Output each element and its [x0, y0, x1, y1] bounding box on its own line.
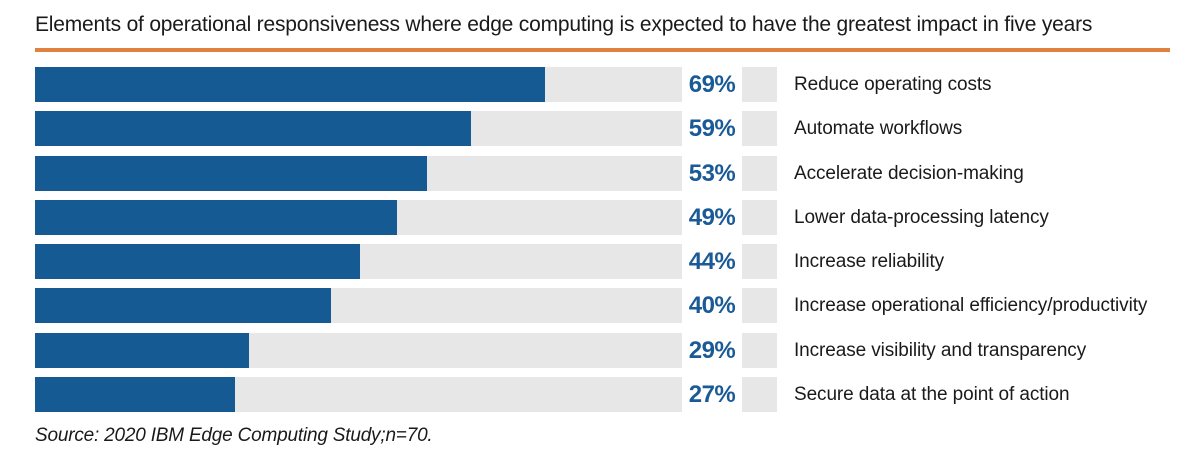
category-label: Increase operational efficiency/producti…: [794, 295, 1148, 317]
bar-fill: [35, 67, 546, 102]
bar-track: [35, 111, 682, 147]
bar-row: 49% Lower data-processing latency: [35, 199, 1147, 235]
track-end-cap: [742, 67, 777, 102]
track-end-cap: [742, 377, 777, 413]
bar-row: 59% Automate workflows: [35, 111, 1147, 147]
bar-track: [35, 155, 682, 191]
category-label: Lower data-processing latency: [794, 206, 1049, 228]
value-label: 44%: [688, 248, 736, 276]
bar-row: 27% Secure data at the point of action: [35, 377, 1147, 413]
value-label: 69%: [688, 71, 736, 98]
category-label: Increase visibility and transparency: [794, 339, 1087, 361]
bar-track: [35, 288, 682, 324]
bar-track: [35, 377, 682, 413]
accent-rule: [35, 48, 1170, 52]
bar-row: 29% Increase visibility and transparency: [35, 332, 1147, 368]
value-label: 59%: [688, 115, 736, 143]
category-label: Reduce operating costs: [794, 74, 992, 95]
category-label: Secure data at the point of action: [794, 384, 1070, 406]
bar-row: 40% Increase operational efficiency/prod…: [35, 288, 1148, 324]
bar-track: [35, 199, 682, 235]
value-label: 40%: [688, 292, 736, 320]
value-label: 49%: [688, 203, 736, 231]
bar-fill: [35, 288, 331, 324]
bar-track: [35, 332, 682, 368]
bar-track: [35, 67, 682, 102]
source-note: Source: 2020 IBM Edge Computing Study;n=…: [35, 425, 433, 446]
bar-fill: [35, 155, 427, 191]
bar-fill: [35, 377, 235, 413]
bar-fill: [35, 332, 250, 368]
track-end-cap: [742, 155, 777, 191]
bar-track: [35, 244, 682, 280]
track-end-cap: [742, 332, 777, 368]
chart-title: Elements of operational responsiveness w…: [35, 13, 1093, 36]
value-label: 53%: [688, 159, 736, 187]
value-label: 29%: [688, 336, 736, 364]
track-end-cap: [742, 244, 777, 280]
category-label: Automate workflows: [794, 118, 963, 140]
category-label: Increase reliability: [794, 251, 945, 273]
bar-row: 44% Increase reliability: [35, 244, 1147, 280]
value-label: 27%: [688, 381, 736, 409]
track-end-cap: [742, 111, 777, 147]
bar-row: 69% Reduce operating costs: [35, 67, 1147, 102]
bar-fill: [35, 199, 398, 235]
bar-row: 53% Accelerate decision-making: [35, 155, 1147, 191]
bar-fill: [35, 111, 472, 147]
track-end-cap: [742, 199, 777, 235]
track-end-cap: [742, 288, 777, 324]
category-label: Accelerate decision-making: [794, 162, 1024, 184]
bar-chart: 69% Reduce operating costs 59% Automate …: [35, 67, 1148, 413]
bar-fill: [35, 244, 361, 280]
